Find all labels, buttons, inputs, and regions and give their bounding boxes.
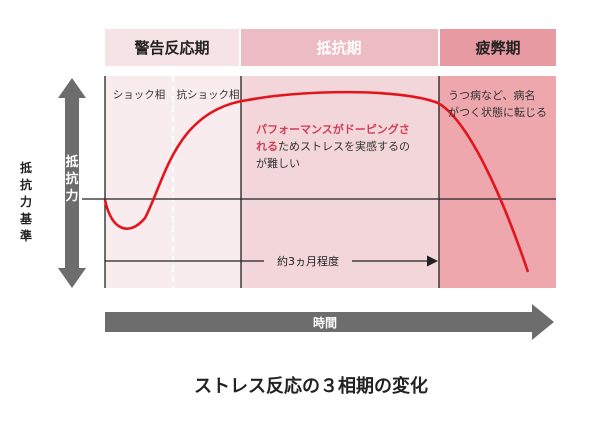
baseline-label-char-4: 基 — [19, 211, 33, 226]
exhaustion-phase-header — [440, 29, 556, 66]
counter-shock-phase-label: 抗ショック相 — [177, 88, 240, 101]
resistance-axis-char-2: 抗 — [65, 171, 78, 187]
resistance-curve — [103, 90, 530, 273]
exhaustion-note-line-2: がつく状態に転じる — [448, 105, 547, 119]
alarm-phase-header — [105, 29, 239, 66]
exhaustion-note-line-1: うつ病など、病名 — [448, 88, 535, 102]
resistance-axis-char-1: 抵 — [65, 154, 78, 170]
baseline-label-char-2: 抗 — [20, 177, 32, 192]
baseline-label-char-5: 準 — [20, 228, 32, 243]
resistance-axis-arrow — [58, 78, 86, 288]
resistance-axis-char-3: 力 — [65, 188, 78, 204]
duration-label: 約3ヵ月程度 — [277, 254, 339, 268]
baseline-label-char-1: 抵 — [20, 160, 32, 175]
time-axis-arrow — [105, 304, 554, 340]
alarm-phase-label: 警告反応期 — [133, 39, 209, 57]
shock-phase-label: ショック相 — [113, 88, 166, 101]
resistance-note-line-2: れるためストレスを実感するの — [256, 139, 410, 153]
resistance-phase-area — [241, 76, 439, 288]
resistance-note-line-3: が難しい — [256, 156, 300, 170]
resistance-phase-label: 抵抗期 — [316, 39, 361, 57]
resistance-note-rest-2: ためストレスを実感するの — [278, 139, 410, 153]
resistance-note-highlight-1: パフォーマンスがドーピングさ — [256, 122, 410, 136]
resistance-phase-header — [241, 29, 438, 66]
resistance-note-highlight-2: れる — [256, 140, 278, 153]
exhaustion-phase-label: 疲弊期 — [475, 39, 520, 57]
duration-arrowhead — [427, 255, 438, 267]
time-axis-label: 時間 — [313, 315, 337, 330]
diagram-caption: ストレス反応の３相期の変化 — [194, 375, 428, 397]
exhaustion-phase-area — [439, 76, 556, 288]
baseline-label-char-3: 力 — [20, 194, 32, 209]
